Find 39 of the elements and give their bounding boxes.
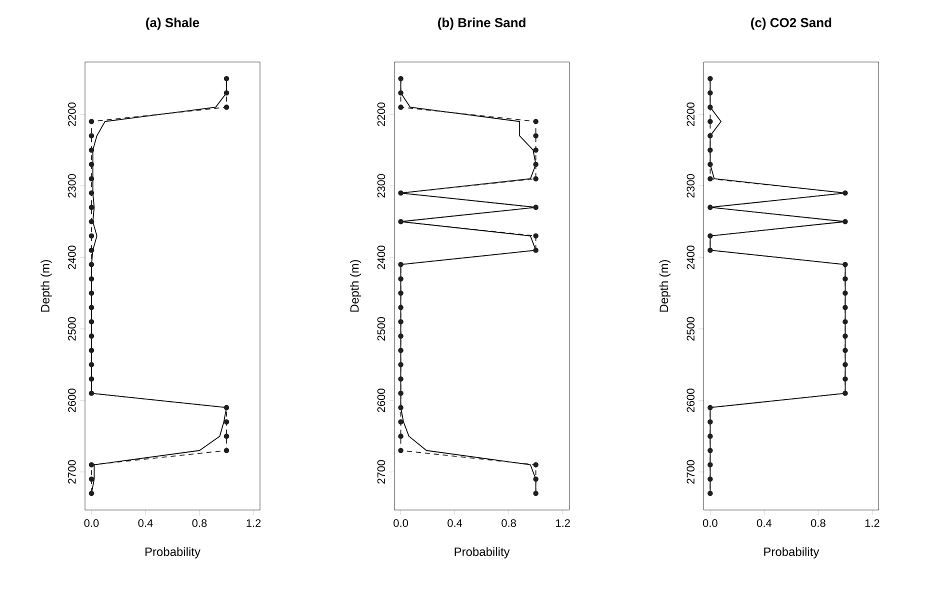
y-tick-label: 2500 [68,317,76,341]
y-tick-label: 2200 [68,102,76,126]
x-axis-title: Probability [764,547,820,558]
y-tick-label: 2200 [377,102,386,126]
chart-title: (b) Brine Sand [438,18,526,30]
y-axis-title: Depth (m) [659,260,671,312]
y-tick-label: 2400 [68,246,76,270]
y-tick-label: 2300 [377,174,386,198]
y-tick-label: 2400 [377,246,386,270]
x-tick-label: 0.0 [394,519,408,527]
x-axis-title: Probability [145,547,200,558]
x-tick-label: 0.8 [192,519,207,527]
x-tick-label: 0.4 [756,519,772,527]
x-tick-label: 1.2 [246,519,261,527]
x-tick-label: 0.0 [702,519,718,527]
y-tick-label: 2400 [686,246,695,270]
y-tick-label: 2200 [686,102,695,126]
x-tick-label: 1.2 [865,519,880,527]
chart-title: (c) CO2 Sand [751,18,832,30]
y-tick-label: 2300 [686,174,695,198]
y-tick-label: 2700 [68,460,76,484]
x-tick-label: 0.8 [502,519,516,527]
y-tick-label: 2300 [68,174,76,198]
x-axis-title: Probability [454,547,510,558]
y-tick-label: 2500 [377,317,386,341]
x-tick-label: 1.2 [556,519,570,527]
y-tick-label: 2700 [377,460,386,484]
x-tick-label: 0.8 [810,519,826,527]
x-tick-label: 0.0 [84,519,99,527]
y-tick-label: 2600 [68,388,76,412]
x-tick-label: 0.4 [448,519,462,527]
y-tick-label: 2500 [686,317,695,341]
y-tick-label: 2700 [686,460,695,484]
y-axis-title: Depth (m) [350,260,362,312]
y-tick-label: 2600 [377,388,386,412]
y-axis-title: Depth (m) [40,260,52,312]
chart-title: (a) Shale [146,18,200,30]
x-tick-label: 0.4 [138,519,153,527]
y-tick-label: 2600 [686,388,695,412]
